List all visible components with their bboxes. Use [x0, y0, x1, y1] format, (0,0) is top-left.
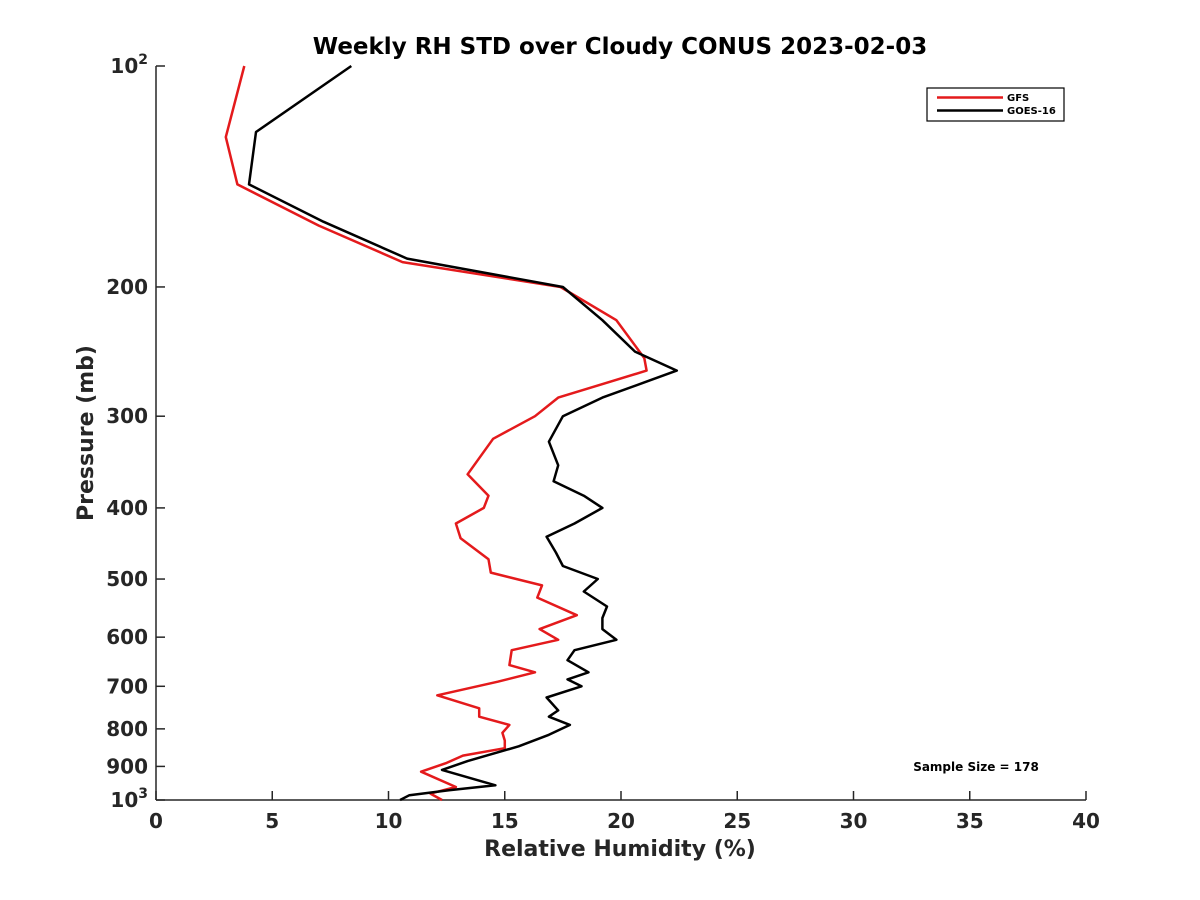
series-line-goes16: [247, 64, 679, 802]
y-tick-exponent: 3: [138, 786, 148, 802]
y-tick-label: 200: [106, 275, 148, 299]
x-tick-label: 40: [1072, 809, 1100, 833]
x-tick-label: 30: [840, 809, 868, 833]
x-tick-label: 0: [149, 809, 163, 833]
x-tick-label: 35: [956, 809, 984, 833]
legend-label-goes16: GOES-16: [1007, 106, 1056, 117]
legend-label-gfs: GFS: [1007, 93, 1029, 104]
sample-size-annotation: Sample Size = 178: [913, 760, 1039, 774]
chart-title: Weekly RH STD over Cloudy CONUS 2023-02-…: [313, 34, 927, 60]
y-axis-label: Pressure (mb): [74, 345, 99, 521]
plot-area: 0 5 10 15 20 25 30 35 40 10220030040050060070080…: [106, 52, 1100, 833]
y-tick-label: 103: [110, 786, 148, 812]
legend: GFS GOES-16: [926, 87, 1065, 122]
y-tick-label: 700: [106, 674, 148, 698]
x-tick-label: 10: [375, 809, 403, 833]
y-tick-label: 900: [106, 754, 148, 778]
series-lines: [224, 64, 679, 802]
x-axis-label: Relative Humidity (%): [484, 837, 756, 862]
x-tick-label: 15: [491, 809, 519, 833]
y-tick-base: 10: [110, 54, 138, 78]
x-tick-label: 25: [723, 809, 751, 833]
y-tick-label: 400: [106, 496, 148, 520]
x-tick-label: 5: [265, 809, 279, 833]
x-tick-label: 20: [607, 809, 635, 833]
y-tick-label: 800: [106, 717, 148, 741]
y-tick-label: 500: [106, 567, 148, 591]
y-tick-label: 600: [106, 625, 148, 649]
y-tick-label: 102: [110, 52, 148, 78]
y-tick-base: 10: [110, 788, 138, 812]
series-line-gfs: [224, 65, 648, 802]
y-tick-exponent: 2: [138, 52, 148, 68]
legend-box: [926, 87, 1065, 122]
y-tick-label: 300: [106, 404, 148, 428]
x-ticks: 0 5 10 15 20 25 30 35 40: [149, 791, 1100, 833]
